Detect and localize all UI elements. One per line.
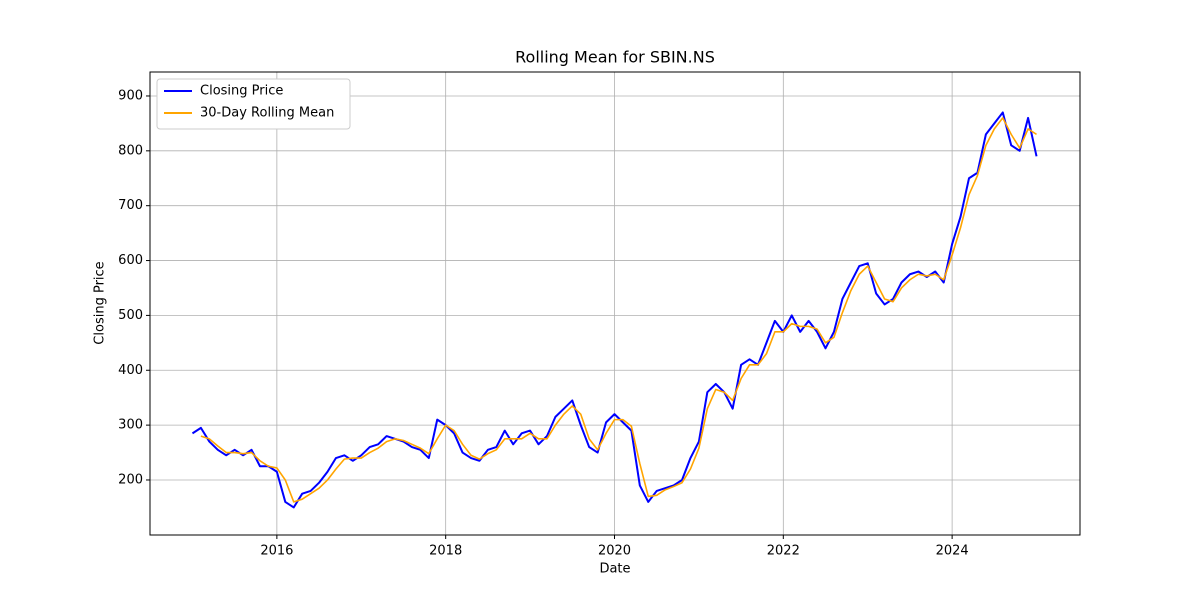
x-tick-label: 2022 bbox=[767, 544, 800, 559]
plot-frame bbox=[149, 71, 1081, 536]
x-tick-label: 2016 bbox=[260, 544, 293, 559]
x-tick-label: 2024 bbox=[936, 544, 969, 559]
y-tick-label: 200 bbox=[118, 472, 143, 487]
y-tick-label: 500 bbox=[118, 308, 143, 323]
series-line bbox=[200, 117, 1037, 503]
y-tick-label: 400 bbox=[118, 363, 143, 378]
x-tick-label: 2020 bbox=[598, 544, 631, 559]
series-line bbox=[191, 111, 1038, 509]
y-tick-label: 700 bbox=[118, 198, 143, 213]
chart-title: Rolling Mean for SBIN.NS bbox=[515, 48, 715, 67]
legend-label: 30-Day Rolling Mean bbox=[200, 106, 334, 121]
y-tick-label: 800 bbox=[118, 143, 143, 158]
y-tick-label: 900 bbox=[118, 88, 143, 103]
legend-box bbox=[156, 78, 351, 130]
legend-label: Closing Price bbox=[200, 84, 283, 99]
y-tick-label: 300 bbox=[118, 418, 143, 433]
y-axis-label: Closing Price bbox=[93, 261, 108, 344]
y-tick-label: 600 bbox=[118, 253, 143, 268]
x-tick-label: 2018 bbox=[429, 544, 462, 559]
x-axis-label: Date bbox=[599, 562, 630, 577]
